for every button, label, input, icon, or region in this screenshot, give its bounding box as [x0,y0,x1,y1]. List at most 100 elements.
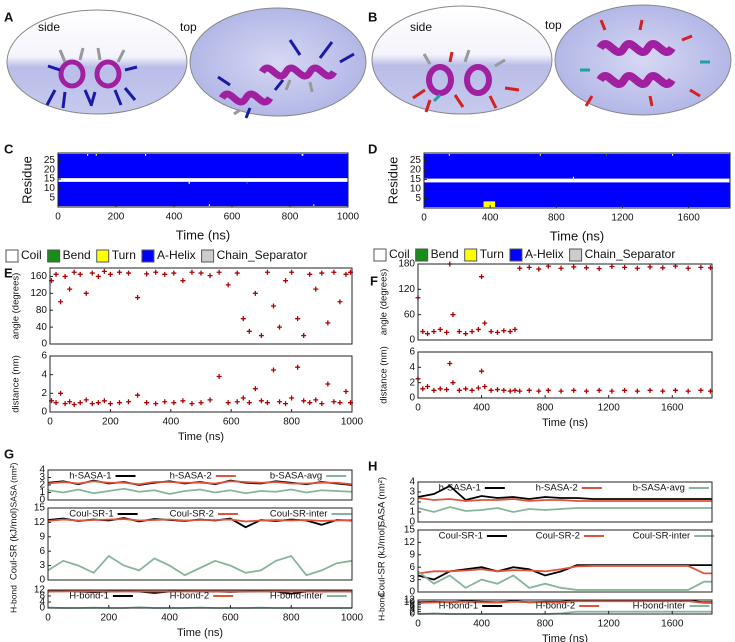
structure-block [87,153,89,156]
point [437,326,443,332]
point [126,270,132,276]
x-axis-label: Time (ns) [176,227,230,242]
legend-label: H-bond-inter [633,601,686,612]
plot-frame [47,589,353,609]
point [252,386,258,392]
point [116,400,122,406]
legend-label: h-SASA-1 [439,483,481,494]
x-tick-label: 800 [283,613,300,624]
y-tick-label: 15 [404,525,416,536]
y-tick-label: 6 [41,351,47,362]
plot-frame [417,529,713,593]
legend-label: A-Helix [525,247,564,261]
line-series [47,480,353,486]
point [77,400,83,406]
x-tick-label: 0 [415,403,421,414]
y-tick-label: 2 [39,480,45,491]
point [307,400,313,406]
y-tick-label: 20 [410,165,422,176]
point [456,387,462,393]
point [622,264,628,270]
image-a-side [6,9,188,115]
point [189,401,195,407]
point [135,295,141,301]
legend-label: Turn [480,247,504,261]
point [337,400,343,406]
y-axis-label: Residue [385,157,400,205]
point [450,380,456,386]
point [698,264,704,270]
structure-block [95,153,97,156]
point [116,269,122,275]
point [207,397,213,403]
point [672,387,678,393]
point [270,367,276,373]
point [135,392,141,398]
x-axis-label: Time (ns) [542,633,588,642]
point [62,401,68,407]
point [507,388,513,394]
y-tick-label: 8 [409,599,415,610]
point [325,320,331,326]
structure-block [672,153,674,156]
point [571,387,577,393]
plot-frame [57,152,349,208]
y-tick-label: 0 [409,393,415,404]
point [456,329,462,335]
structure-block [605,153,607,156]
point [258,398,264,404]
y-tick-label: 5 [49,192,55,203]
y-tick-label: 10 [44,183,56,194]
legend-label: Bend [63,248,91,262]
x-tick-label: 0 [421,213,427,224]
point [277,324,283,330]
structure-block [301,153,304,156]
point [420,386,426,392]
panel-label: A [4,9,14,24]
point [101,398,107,404]
point [95,400,101,406]
y-axis-label: H-bond [8,585,18,613]
legend-swatch [141,249,155,263]
legend-label: Coil [389,247,410,261]
legend-label: b-SASA-avg [270,471,322,482]
panel-label: E [4,265,13,280]
point [494,387,500,393]
y-tick-label: 5 [415,193,421,204]
y-axis-label: distance (nm) [11,355,22,413]
point [107,271,113,277]
point [488,329,494,335]
y-tick-label: 40 [36,322,48,333]
x-tick-label: 800 [282,212,299,223]
point [107,401,113,407]
x-tick-label: 200 [100,613,117,624]
y-tick-label: 2 [41,388,47,399]
legend-swatch [569,248,583,262]
point [240,395,246,401]
y-tick-label: 12 [404,595,416,606]
y-axis-label: Coul-SR (kJ/mol) [9,508,20,580]
x-tick-label: 600 [222,613,239,624]
x-tick-label: 1000 [341,613,364,624]
plot-frame [49,267,353,345]
point [180,278,186,284]
x-tick-label: 200 [108,212,125,223]
point [264,400,270,406]
y-tick-label: 10 [410,184,422,195]
structure-block [145,153,147,156]
y-tick-label: 0 [39,495,45,506]
y-axis-label: Coul-SR (kJ/mol) [377,525,388,597]
point [198,400,204,406]
point [583,388,589,394]
point [225,282,231,288]
point [475,385,481,391]
y-tick-label: 12 [404,537,416,548]
point [647,264,653,270]
point [425,384,431,389]
point [207,273,213,279]
x-tick-label: 800 [548,213,565,224]
image-caption: top [545,18,562,32]
point [53,400,59,406]
point [189,269,195,275]
legend-label: Coul-SR-1 [69,509,113,520]
